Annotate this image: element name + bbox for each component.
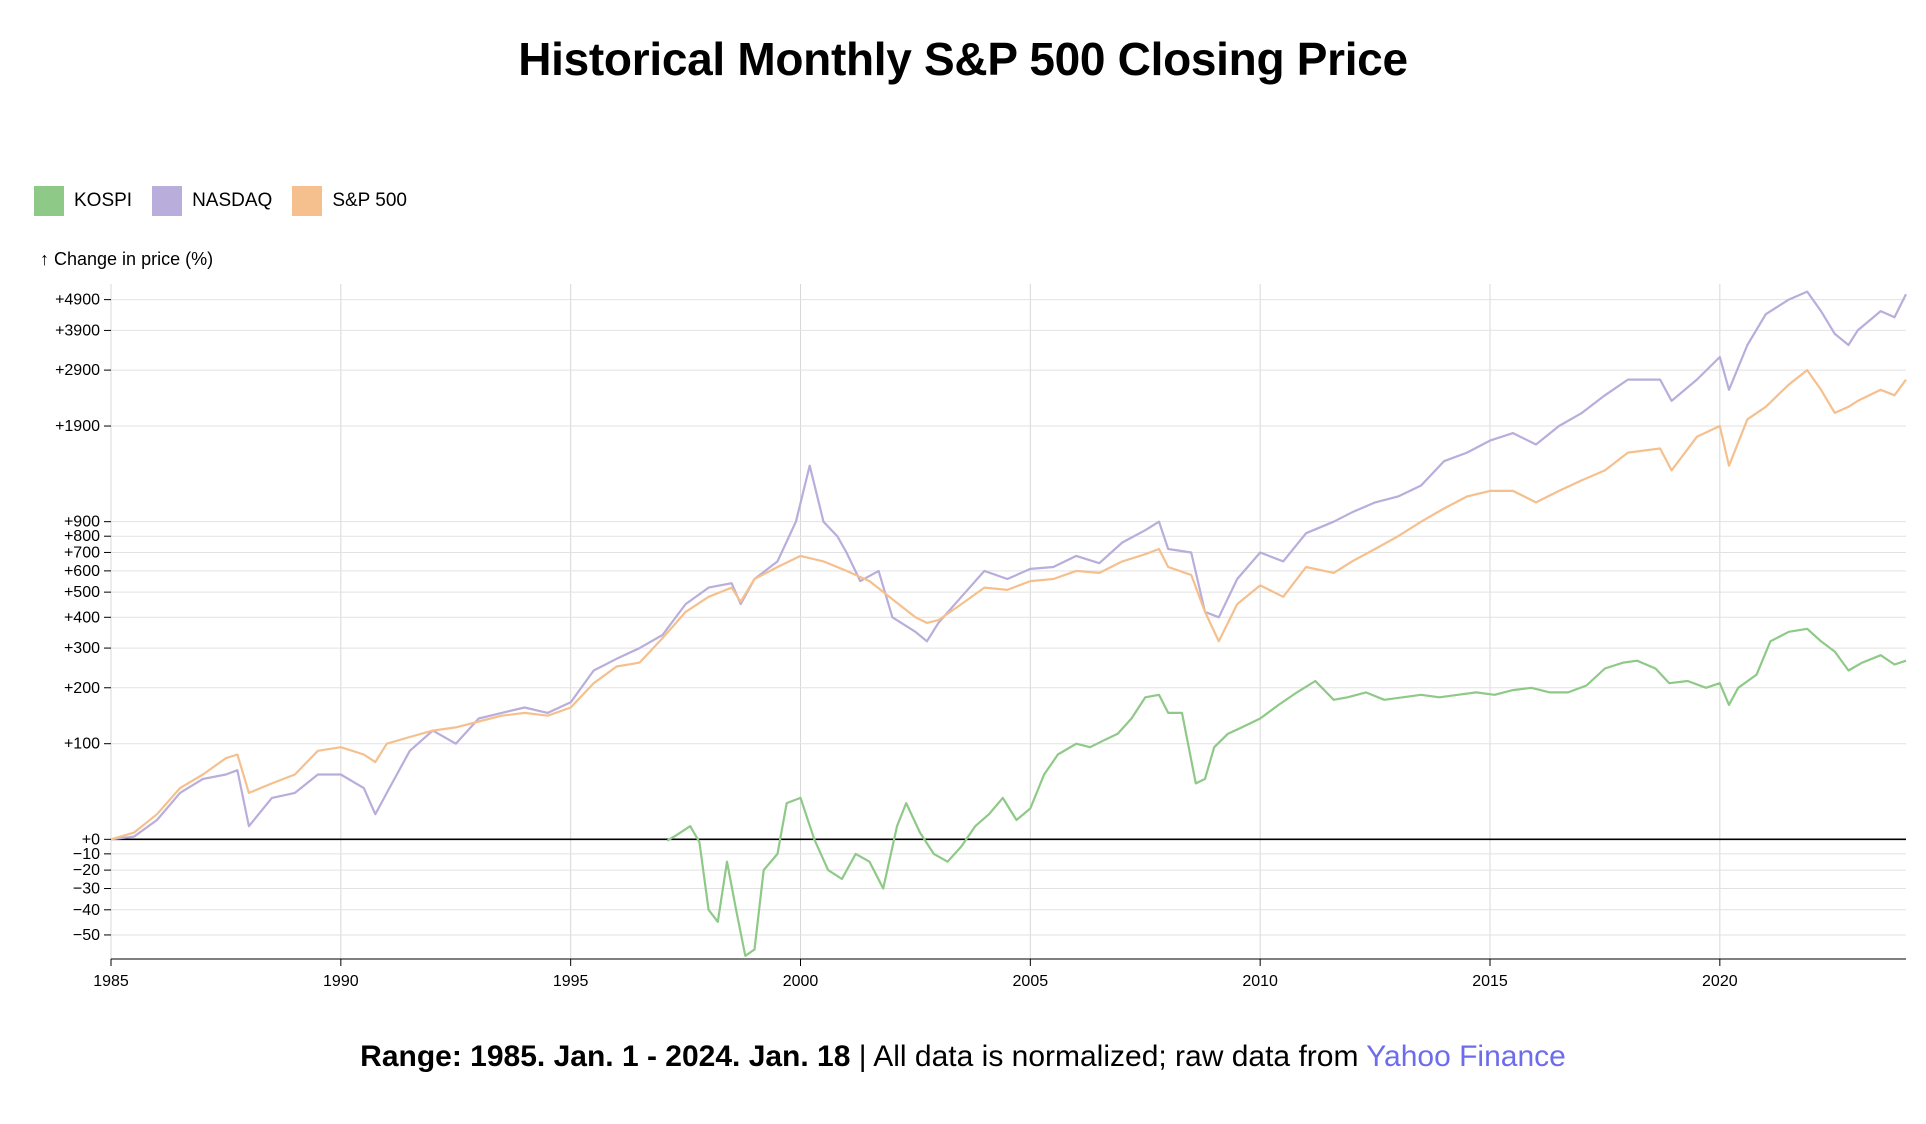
- series-line-nasdaq: [110, 290, 1907, 841]
- y-tick-label-2: −30: [73, 881, 100, 898]
- x-tick-label-2020: 2020: [1702, 973, 1738, 990]
- x-tick-label-2010: 2010: [1242, 973, 1278, 990]
- x-tick-label-1995: 1995: [553, 973, 589, 990]
- x-tick-label-2000: 2000: [783, 973, 819, 990]
- legend-swatch-nasdaq: [152, 186, 183, 216]
- y-tick-label-1: −40: [73, 902, 100, 919]
- y-tick-label-12: +700: [64, 544, 100, 561]
- series-lines: [110, 290, 1907, 957]
- x-tick-label-1990: 1990: [323, 973, 359, 990]
- legend-label-nasdaq: NASDAQ: [192, 190, 273, 211]
- legend-item-sp500: S&P 500: [292, 186, 407, 216]
- y-tick-label-17: +3900: [55, 322, 100, 339]
- y-tick-label-6: +100: [64, 736, 100, 753]
- y-axis-label: ↑ Change in price (%): [40, 249, 213, 269]
- date-range: Range: 1985. Jan. 1 - 2024. Jan. 18: [360, 1040, 851, 1073]
- y-tick-label-13: +800: [64, 528, 100, 545]
- series-line-kospi: [666, 627, 1907, 957]
- y-tick-label-9: +400: [64, 609, 100, 626]
- y-tick-label-7: +200: [64, 680, 100, 697]
- y-tick-label-11: +600: [64, 563, 100, 580]
- y-tick-label-0: −50: [73, 927, 100, 944]
- y-tick-label-16: +2900: [55, 362, 100, 379]
- y-tick-label-15: +1900: [55, 418, 100, 435]
- legend-label-sp500: S&P 500: [332, 190, 407, 211]
- legend-item-nasdaq: NASDAQ: [152, 186, 272, 216]
- y-tick-label-8: +300: [64, 640, 100, 657]
- legend-label-kospi: KOSPI: [74, 190, 133, 211]
- footer-separator: |: [850, 1040, 874, 1073]
- legend-item-kospi: KOSPI: [34, 186, 132, 216]
- y-tick-label-10: +500: [64, 584, 100, 601]
- x-tick-label-2005: 2005: [1013, 973, 1049, 990]
- x-tick-label-2015: 2015: [1472, 973, 1508, 990]
- y-tick-label-4: −10: [73, 846, 100, 863]
- yahoo-finance-link[interactable]: Yahoo Finance: [1366, 1040, 1566, 1073]
- y-tick-label-18: +4900: [55, 292, 100, 309]
- y-tick-label-3: −20: [73, 862, 100, 879]
- axes: 1985 1990 1995 2000 2005 2010 2015 2020 −50 −40 −3…: [55, 292, 1906, 990]
- legend: KOSPI NASDAQ S&P 500: [34, 186, 407, 216]
- series-line-s-p-500: [110, 369, 1907, 841]
- legend-swatch-sp500: [292, 186, 323, 216]
- footer-note: All data is normalized; raw data from: [873, 1040, 1367, 1073]
- footer: Range: 1985. Jan. 1 - 2024. Jan. 18 | Al…: [0, 1040, 1926, 1074]
- x-tick-label-1985: 1985: [93, 973, 129, 990]
- legend-swatch-kospi: [34, 186, 64, 216]
- chart-title: Historical Monthly S&P 500 Closing Price: [518, 33, 1408, 85]
- y-tick-label-5: +0: [82, 831, 100, 848]
- grid: [110, 284, 1906, 959]
- y-tick-label-14: +900: [64, 514, 100, 531]
